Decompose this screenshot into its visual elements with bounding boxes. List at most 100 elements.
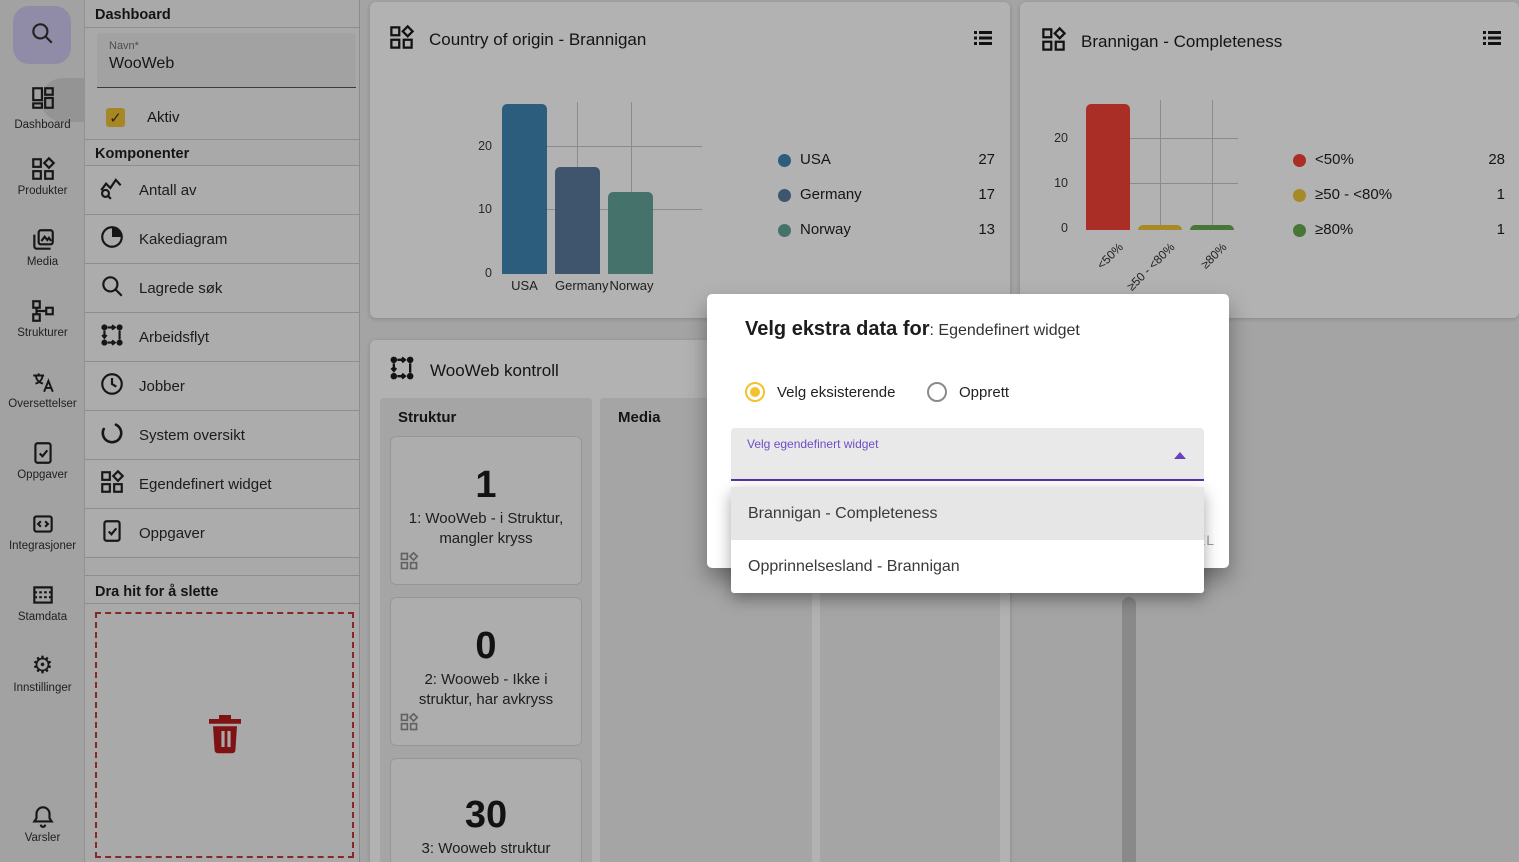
widget-menu-icon[interactable]: [972, 28, 994, 53]
legend-row: ≥80% 1: [1293, 221, 1505, 243]
legend-dot: [1293, 224, 1306, 237]
dialog-title-bold: Velg ekstra data for: [745, 318, 930, 340]
tasks-icon: [0, 440, 85, 466]
media-icon: [0, 227, 85, 253]
y-tick: 20: [478, 139, 492, 153]
legend-label: <50%: [1315, 151, 1354, 168]
y-tick: 0: [485, 266, 492, 280]
bar-<50%: [1086, 104, 1130, 230]
workflow-icon: [388, 354, 416, 387]
gridline: [502, 146, 702, 147]
legend-dot: [778, 189, 791, 202]
radio-opprett[interactable]: Opprett: [927, 382, 1009, 402]
dialog-title-rest: : Egendefinert widget: [929, 322, 1080, 339]
name-field-label: Navn*: [109, 40, 139, 52]
component-system-oversikt[interactable]: System oversikt: [85, 411, 359, 460]
component-kakediagram[interactable]: Kakediagram: [85, 215, 359, 264]
checkbox-label: Aktiv: [147, 109, 180, 126]
gridline: [1086, 183, 1238, 184]
bar-≥80%: [1190, 225, 1234, 230]
bar-Germany: [555, 167, 600, 274]
search-button[interactable]: [13, 6, 71, 64]
bar-≥50 - <80%: [1138, 225, 1182, 230]
legend-label: USA: [800, 151, 831, 168]
widget-title: WooWeb kontroll: [430, 360, 559, 380]
components-header: Komponenter: [85, 140, 359, 166]
sidebar-item-integrasjoner[interactable]: Integrasjoner: [0, 511, 85, 552]
delete-dropzone[interactable]: [95, 612, 354, 858]
sidebar-item-label: Stamdata: [17, 611, 68, 623]
legend-dot: [1293, 154, 1306, 167]
x-tick: Norway: [609, 278, 654, 293]
legend-value: 1: [1496, 221, 1505, 238]
radio-unselected-icon[interactable]: [927, 382, 947, 402]
checkbox-checked-icon[interactable]: ✓: [106, 108, 125, 127]
component-jobber[interactable]: Jobber: [85, 362, 359, 411]
legend-row: USA 27: [778, 151, 995, 173]
pie-chart-icon: [99, 224, 125, 255]
sidebar-item-label: Oppgaver: [17, 469, 68, 481]
bell-icon: [0, 803, 85, 829]
name-field[interactable]: Navn*: [97, 33, 356, 88]
widget-completeness: Brannigan - Completeness 20 10 0 <50% ≥5…: [1020, 2, 1519, 318]
component-label: Kakediagram: [139, 230, 228, 248]
sidebar-item-produkter[interactable]: Produkter: [0, 156, 85, 197]
sidebar-item-label: Varsler: [24, 832, 61, 844]
custom-widget-icon: [388, 24, 415, 56]
sidebar-item-oppgaver[interactable]: Oppgaver: [0, 440, 85, 481]
sidebar-item-stamdata[interactable]: Stamdata: [0, 582, 85, 623]
custom-widget-icon: [399, 551, 419, 576]
trash-icon: [201, 709, 249, 762]
card-value: 0: [475, 625, 497, 667]
radio-label: Velg eksisterende: [777, 383, 896, 401]
sidebar-item-label: Integrasjoner: [8, 540, 77, 552]
masterdata-icon: [0, 582, 85, 608]
sidebar-item-strukturer[interactable]: Strukturer: [0, 298, 85, 339]
custom-widget-icon: [1040, 26, 1067, 58]
option-opprinnelsesland-brannigan[interactable]: Opprinnelsesland - Brannigan: [748, 557, 960, 575]
legend-value: 27: [978, 151, 995, 168]
sidebar-item-innstillinger[interactable]: ⚙ Innstillinger: [0, 653, 85, 695]
component-arbeidsflyt[interactable]: Arbeidsflyt: [85, 313, 359, 362]
count-chart-icon: [99, 175, 125, 206]
active-checkbox-row[interactable]: ✓ Aktiv: [85, 96, 359, 140]
custom-widget-icon: [99, 469, 125, 500]
y-tick: 10: [1054, 176, 1068, 190]
widget-title: Brannigan - Completeness: [1081, 32, 1283, 51]
select-label: Velg egendefinert widget: [747, 437, 879, 451]
component-label: Arbeidsflyt: [139, 328, 210, 346]
search-icon: [29, 20, 55, 51]
sidebar-item-label: Innstillinger: [13, 682, 72, 694]
widget-menu-icon[interactable]: [1481, 28, 1503, 53]
component-lagrede-sok[interactable]: Lagrede søk: [85, 264, 359, 313]
card-value: 1: [475, 464, 497, 506]
option-brannigan-completeness[interactable]: Brannigan - Completeness: [731, 487, 1204, 540]
card-label: 3: Wooweb struktur: [421, 839, 551, 857]
legend-value: 1: [1496, 186, 1505, 203]
component-egendefinert-widget[interactable]: Egendefinert widget: [85, 460, 359, 509]
component-antall-av[interactable]: Antall av: [85, 166, 359, 215]
component-label: Antall av: [139, 181, 197, 199]
custom-widget-select[interactable]: Velg egendefinert widget: [731, 428, 1204, 481]
scrollbar[interactable]: [1122, 597, 1136, 862]
component-label: Egendefinert widget: [139, 475, 272, 493]
legend-row: Germany 17: [778, 186, 995, 208]
widget-title: Country of origin - Brannigan: [429, 30, 647, 49]
component-label: Oppgaver: [139, 524, 205, 542]
name-input[interactable]: [109, 55, 344, 73]
sidebar-item-oversettelser[interactable]: Oversettelser: [0, 369, 85, 410]
component-oppgaver[interactable]: Oppgaver: [85, 509, 359, 558]
legend-row: Norway 13: [778, 221, 995, 243]
gridline: [1160, 100, 1161, 230]
dashboard-config-panel: Dashboard Navn* ✓ Aktiv Komponenter Anta…: [85, 0, 360, 862]
integrations-icon: [0, 511, 85, 537]
radio-velg-eksisterende[interactable]: Velg eksisterende: [745, 382, 895, 402]
sidebar-item-varsler[interactable]: Varsler: [0, 803, 85, 844]
sidebar-item-media[interactable]: Media: [0, 227, 85, 268]
sidebar-item-label: Dashboard: [14, 119, 71, 131]
panel-title: Dashboard: [85, 0, 359, 28]
card-label: 2: Wooweb - Ikke i struktur, har avkryss: [418, 670, 554, 708]
radio-selected-icon[interactable]: [745, 382, 765, 402]
legend-dot: [778, 224, 791, 237]
